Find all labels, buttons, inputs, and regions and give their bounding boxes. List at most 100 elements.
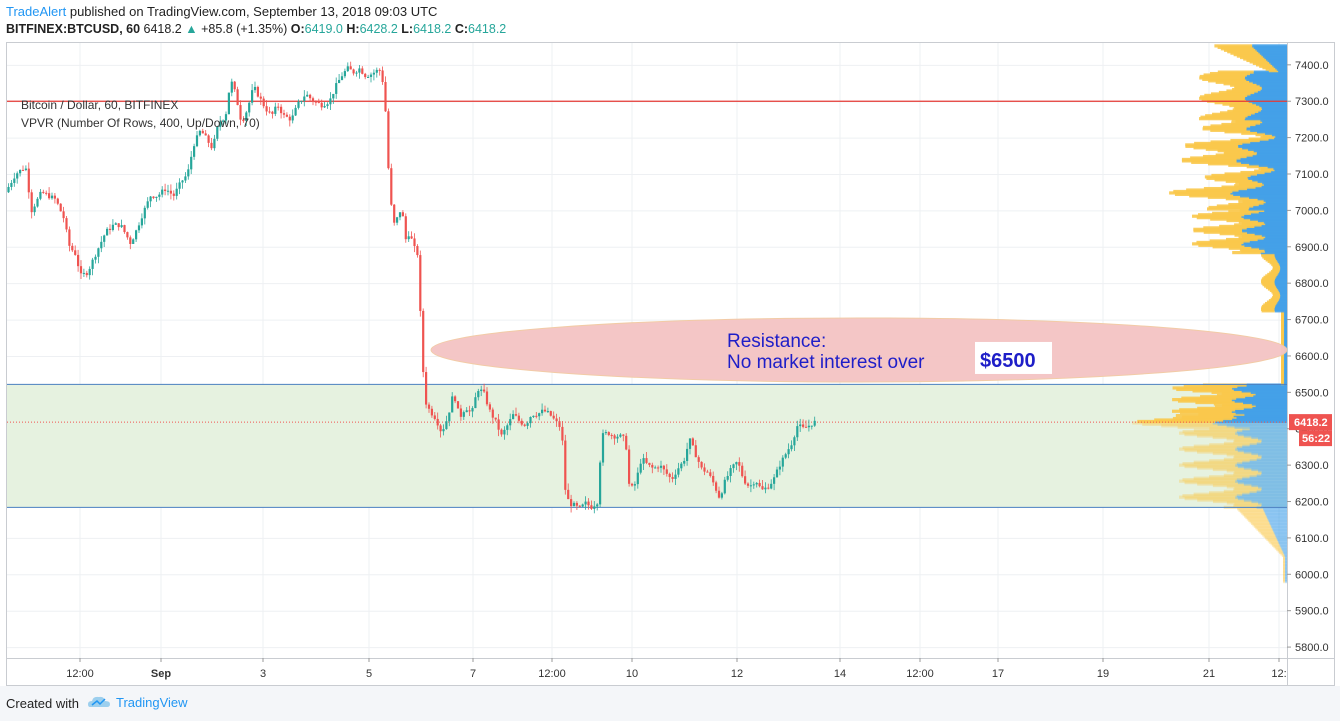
candle-body [210, 142, 213, 149]
published-text: published on TradingView.com, September … [69, 4, 438, 19]
candle-body [140, 218, 143, 226]
candle-body [111, 224, 114, 230]
candle-body [549, 411, 552, 416]
vp-bar-down [1197, 498, 1244, 502]
vp-bar-up [1285, 566, 1287, 571]
vp-bar-up [1265, 511, 1287, 515]
vp-bar-down [1209, 491, 1250, 495]
candle-body [480, 389, 483, 392]
price-tick-label: 6100.0 [1295, 533, 1329, 545]
vp-bar-up [1235, 495, 1287, 499]
price-chart[interactable]: Resistance: No market interest over $650… [7, 43, 1334, 685]
candle-body [459, 408, 462, 417]
candle-body [726, 475, 729, 480]
author-link[interactable]: TradeAlert [6, 4, 67, 19]
vp-bar-down [1283, 579, 1286, 584]
candle-body [720, 493, 723, 498]
candle-body [555, 418, 558, 422]
vp-bar-up [1261, 486, 1287, 491]
price-axis[interactable]: 7400.0 7300.0 7200.0 7100.0 7000.0 6900.0 6800… [1287, 60, 1329, 654]
vp-bar-up [1258, 453, 1287, 457]
vp-bar-up [1226, 424, 1287, 428]
vp-bar-down [1212, 435, 1252, 440]
vp-bar-down [1197, 450, 1244, 454]
vp-bar-up [1258, 501, 1287, 505]
candle-body [564, 440, 567, 490]
vp-bar-down [1179, 479, 1236, 483]
vp-bar-down [1234, 486, 1262, 491]
symbol-label: BITFINEX:BTCUSD, 60 [6, 22, 141, 36]
price-tick-label: 6600.0 [1295, 351, 1329, 363]
candle-body [804, 426, 808, 428]
candle-body [587, 501, 590, 506]
candle-body [425, 372, 428, 405]
candle-body [604, 432, 607, 434]
candle-body [767, 487, 770, 489]
candle-body [184, 176, 187, 181]
vp-bar-up [1261, 454, 1287, 458]
candle-body [543, 409, 547, 412]
candle-body [132, 239, 135, 244]
candle-body [694, 445, 697, 458]
candle-body [648, 462, 651, 465]
resistance-annotation[interactable]: Resistance: No market interest over $650… [727, 331, 1052, 374]
candle-body [468, 410, 471, 412]
time-tick-label: 12 [731, 668, 743, 680]
candle-body [532, 415, 535, 418]
candle-body [491, 409, 494, 418]
candle-body [593, 506, 596, 509]
annotation-line-1: Resistance: [727, 331, 826, 352]
vp-bar-down [1245, 515, 1268, 520]
candle-body [654, 467, 657, 469]
candle-body [207, 135, 210, 143]
candle-body [599, 462, 602, 505]
time-tick-label: 12:00 [538, 668, 566, 680]
vp-bar-down [1262, 533, 1276, 537]
footer: Created with TradingView [0, 686, 1340, 721]
price-tick-label: 5800.0 [1295, 642, 1329, 654]
vp-bar-down [1233, 504, 1262, 508]
candle-body [291, 115, 294, 121]
candle-body [149, 196, 152, 202]
vp-bar-up [1236, 494, 1287, 498]
candle-body [158, 194, 161, 197]
close-value: 6418.2 [468, 22, 507, 36]
tradingview-link[interactable]: TradingView [88, 695, 188, 710]
candle-body [526, 423, 529, 426]
open-label: O: [290, 22, 305, 36]
chart-area[interactable]: Resistance: No market interest over $650… [6, 42, 1335, 686]
candle-body [746, 483, 750, 486]
candle-body [787, 449, 790, 455]
vp-bar-up [1261, 438, 1287, 442]
countdown-label-text: 56:22 [1302, 433, 1330, 445]
high-label: H: [346, 22, 360, 36]
created-with-text: Created with [6, 696, 79, 711]
vp-bar-up [1270, 523, 1287, 527]
candle-body [355, 72, 358, 74]
vp-bar-up [1277, 537, 1287, 541]
candle-body [297, 101, 300, 108]
vp-bar-down [1226, 485, 1259, 489]
vp-bar-up [1243, 450, 1287, 454]
candle-body [178, 182, 181, 189]
vp-bar-down [1226, 437, 1259, 441]
candle-body [477, 391, 480, 398]
candle-body [65, 218, 68, 230]
candle-body [677, 468, 680, 475]
time-tick-label: 7 [470, 668, 476, 680]
vp-bar-down [1209, 475, 1250, 479]
candle-body [680, 463, 683, 469]
candle-body [338, 79, 341, 84]
candle-body [91, 259, 94, 269]
candle-body [697, 457, 700, 462]
time-axis[interactable]: 12:00 Sep 3 5 7 12:00 10 12 14 12:00 17 19 21 12: [66, 658, 1287, 680]
candle-body [810, 425, 813, 427]
vp-bar-up [1243, 498, 1287, 502]
vp-bar-up [1281, 546, 1287, 550]
vp-bar-down [1233, 440, 1262, 444]
candle-body [471, 408, 474, 412]
candle-body [474, 397, 477, 409]
candle-body [213, 138, 216, 149]
price-tick-label: 7400.0 [1295, 60, 1329, 72]
vp-bar-up [1261, 502, 1287, 507]
